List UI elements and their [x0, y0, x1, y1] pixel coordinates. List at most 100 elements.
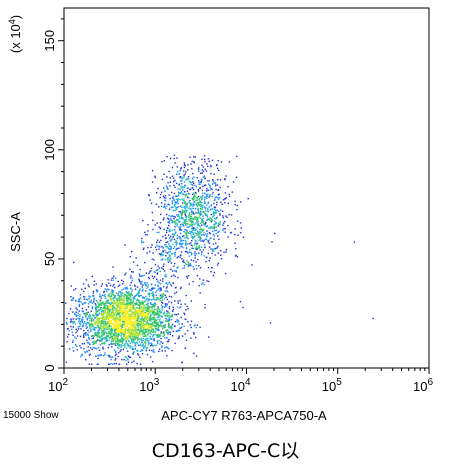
- event-dot: [120, 329, 123, 331]
- event-dot: [133, 328, 136, 330]
- event-dot: [166, 246, 168, 248]
- event-dot: [191, 247, 193, 249]
- event-dot: [201, 202, 203, 204]
- event-dot: [168, 306, 171, 308]
- event-dot: [73, 321, 76, 323]
- event-dot: [174, 216, 176, 218]
- event-dot: [183, 198, 185, 200]
- event-dot: [110, 336, 112, 338]
- event-dot: [187, 275, 190, 277]
- event-dot: [141, 312, 144, 314]
- event-dot: [132, 325, 134, 327]
- event-dot: [124, 327, 127, 329]
- event-dot: [119, 329, 122, 331]
- event-dot: [91, 322, 93, 325]
- event-dot: [109, 314, 111, 317]
- event-dot: [155, 319, 157, 322]
- event-dot: [120, 295, 122, 298]
- event-dot: [119, 291, 122, 293]
- event-dot: [109, 322, 111, 324]
- event-dot: [83, 329, 85, 332]
- event-dot: [176, 201, 178, 203]
- event-dot: [197, 211, 200, 214]
- event-dot: [119, 317, 122, 320]
- event-dot: [157, 265, 159, 267]
- event-dot: [197, 210, 200, 212]
- event-dot: [95, 340, 97, 342]
- event-dot: [200, 283, 203, 285]
- event-dot: [105, 322, 107, 324]
- event-dot: [164, 258, 166, 261]
- event-dot: [191, 160, 193, 163]
- event-dot: [167, 261, 170, 263]
- event-dot: [172, 196, 174, 198]
- event-dot: [170, 207, 173, 209]
- event-dot: [169, 197, 171, 200]
- event-dot: [185, 243, 187, 246]
- event-dot: [127, 345, 129, 347]
- event-dot: [149, 345, 152, 347]
- event-dot: [96, 332, 99, 334]
- event-dot: [141, 311, 143, 313]
- event-dot: [115, 340, 117, 343]
- event-dot: [158, 313, 160, 315]
- event-dot: [135, 341, 137, 344]
- event-dot: [214, 254, 216, 256]
- event-dot: [121, 332, 123, 334]
- event-dot: [150, 316, 152, 318]
- event-dot: [130, 292, 132, 295]
- event-dot: [126, 311, 129, 314]
- event-dot: [197, 232, 200, 235]
- event-dot: [117, 311, 119, 313]
- event-dot: [110, 332, 112, 334]
- event-dot: [104, 325, 106, 327]
- event-dot: [96, 363, 99, 365]
- event-dot: [141, 275, 143, 277]
- event-dot: [134, 345, 136, 347]
- event-dot: [234, 204, 236, 206]
- event-dot: [181, 198, 183, 200]
- event-dot: [141, 237, 143, 240]
- event-dot: [206, 225, 208, 227]
- event-dot: [94, 314, 96, 317]
- event-dot: [110, 295, 112, 297]
- event-dot: [193, 213, 195, 215]
- event-dot: [108, 282, 110, 284]
- event-dot: [132, 333, 135, 335]
- event-dot: [116, 344, 119, 346]
- event-dot: [209, 227, 212, 230]
- event-dot: [132, 332, 135, 334]
- event-dot: [137, 354, 140, 356]
- event-dot: [100, 354, 102, 356]
- event-dot: [135, 303, 137, 305]
- event-dot: [135, 321, 138, 323]
- event-dot: [163, 270, 166, 272]
- event-dot: [206, 195, 208, 197]
- event-dot: [86, 319, 89, 321]
- event-dot: [201, 208, 203, 210]
- event-dot: [197, 190, 200, 192]
- event-dot: [103, 302, 105, 305]
- event-dot: [158, 333, 160, 336]
- event-dot: [159, 193, 162, 196]
- event-dot: [199, 236, 202, 239]
- event-dot: [173, 252, 175, 254]
- figure-caption: CD163-APC-C以: [151, 440, 300, 462]
- event-dot: [193, 182, 195, 185]
- event-dot: [74, 344, 77, 346]
- event-dot: [147, 330, 149, 333]
- event-dot: [189, 205, 191, 207]
- y-tick-label: 0: [42, 364, 57, 371]
- event-dot: [120, 302, 122, 304]
- event-dot: [189, 202, 191, 205]
- event-dot: [117, 304, 120, 306]
- event-dot: [88, 314, 91, 316]
- event-dot: [136, 318, 139, 321]
- event-dot: [113, 327, 115, 329]
- event-dot: [97, 346, 100, 349]
- event-dot: [108, 288, 110, 291]
- event-dot: [186, 275, 188, 278]
- event-dot: [181, 229, 183, 232]
- event-dot: [107, 306, 109, 309]
- event-dot: [217, 245, 219, 248]
